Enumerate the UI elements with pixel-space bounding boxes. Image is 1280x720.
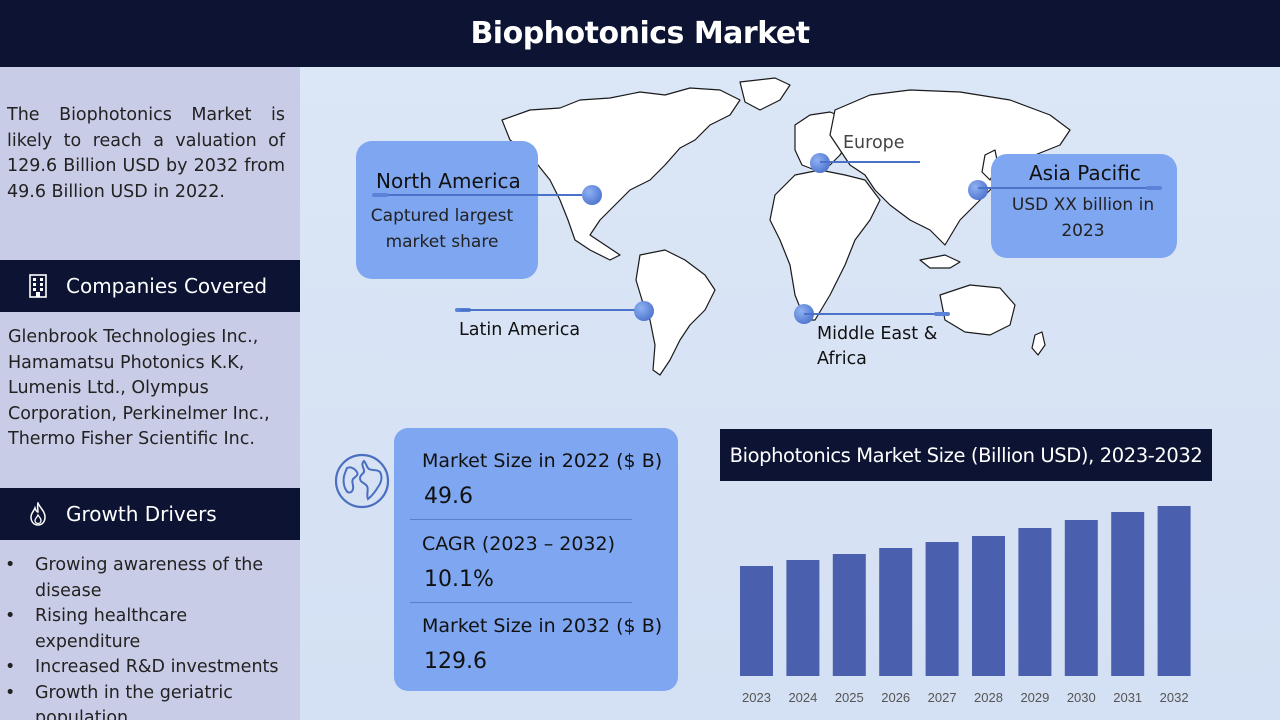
chart-title: Biophotonics Market Size (Billion USD), … — [720, 429, 1212, 481]
x-tick-label: 2027 — [928, 690, 957, 705]
bar-2026 — [879, 548, 913, 676]
bar-2027 — [925, 542, 959, 676]
x-tick-label: 2028 — [974, 690, 1003, 705]
size-2022-value: 49.6 — [424, 484, 473, 509]
asia-pacific-title: Asia Pacific — [1029, 161, 1141, 185]
divider — [410, 519, 632, 520]
sidebar: The Biophotonics Market is likely to rea… — [0, 67, 300, 720]
cagr-value: 10.1% — [424, 567, 494, 592]
size-2022-label: Market Size in 2022 ($ B) — [422, 450, 663, 472]
bar-2031 — [1111, 512, 1145, 676]
list-item: Rising healthcare expenditure — [5, 604, 297, 655]
divider — [410, 602, 632, 603]
header: Biophotonics Market — [0, 0, 1280, 67]
x-tick-label: 2032 — [1160, 690, 1189, 705]
bar-chart: 2023 2024 2025 2026 2027 2028 2029 2030 2031 2032 — [740, 506, 1191, 705]
x-tick-label: 2029 — [1020, 690, 1049, 705]
list-item: Increased R&D investments — [5, 655, 297, 681]
flame-icon — [28, 502, 48, 526]
list-item: Growing awareness of the disease — [5, 553, 297, 604]
bar-2030 — [1064, 520, 1098, 676]
globe-icon — [334, 453, 390, 509]
drivers-list: Growing awareness of the disease Rising … — [5, 553, 297, 720]
companies-heading-bar: Companies Covered — [0, 260, 300, 312]
companies-text: Glenbrook Technologies Inc., Hamamatsu P… — [8, 327, 270, 449]
x-tick-label: 2031 — [1113, 690, 1142, 705]
latin-america-title: Latin America — [459, 320, 581, 340]
list-item: Growth in the geriatric population — [5, 681, 297, 720]
page-title: Biophotonics Market — [470, 16, 810, 51]
building-icon — [28, 274, 48, 298]
mea-line — [804, 313, 948, 315]
europe-line — [820, 161, 920, 163]
size-2032-value: 129.6 — [424, 649, 487, 674]
x-tick-label: 2025 — [835, 690, 864, 705]
europe-dot — [810, 153, 830, 173]
drivers-heading-bar: Growth Drivers — [0, 488, 300, 540]
x-tick-label: 2023 — [742, 690, 771, 705]
mea-cap — [934, 312, 950, 316]
latin-america-dot — [634, 301, 654, 321]
latin-america-line — [460, 309, 640, 311]
asia-pacific-dot — [968, 180, 988, 200]
bar-2028 — [972, 536, 1005, 676]
stats-card: Market Size in 2022 ($ B) 49.6 CAGR (202… — [394, 428, 678, 691]
north-america-sub: Captured largest market share — [370, 206, 514, 252]
north-america-line — [376, 194, 582, 196]
size-2032-label: Market Size in 2032 ($ B) — [422, 615, 663, 637]
cagr-label: CAGR (2023 – 2032) — [422, 533, 616, 555]
asia-pacific-card — [991, 154, 1177, 258]
asia-pacific-sub: USD XX billion in 2023 — [1011, 195, 1155, 241]
north-america-title: North America — [376, 169, 521, 193]
asia-pacific-cap — [1146, 186, 1162, 190]
north-america-cap — [372, 193, 388, 197]
north-america-card — [356, 141, 538, 279]
bar-2024 — [786, 560, 820, 676]
companies-heading: Companies Covered — [66, 274, 268, 298]
x-tick-label: 2030 — [1067, 690, 1096, 705]
asia-pacific-line — [978, 187, 1158, 189]
intro-text: The Biophotonics Market is likely to rea… — [7, 105, 285, 202]
bar-2029 — [1018, 528, 1052, 676]
drivers-heading: Growth Drivers — [66, 502, 217, 526]
x-tick-label: 2026 — [881, 690, 910, 705]
europe-title: Europe — [843, 133, 905, 153]
x-tick-label: 2024 — [788, 690, 817, 705]
world-map — [501, 77, 1071, 376]
bar-2032 — [1157, 506, 1191, 676]
mea-title: Middle East & Africa — [817, 324, 938, 369]
bar-2025 — [832, 554, 866, 676]
bar-2023 — [740, 566, 773, 676]
north-america-dot — [582, 185, 602, 205]
